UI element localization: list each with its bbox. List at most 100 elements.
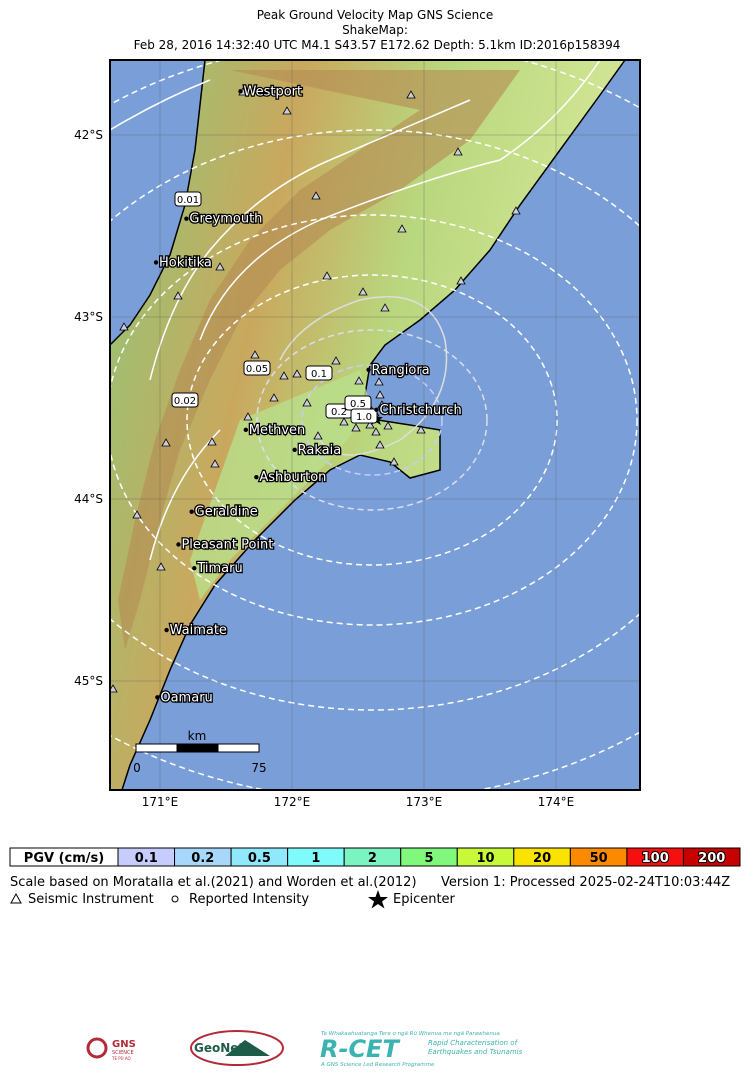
geonet-text: GeoNet <box>194 1041 244 1055</box>
city-marker <box>366 367 371 372</box>
plains <box>190 370 372 600</box>
station <box>250 350 260 359</box>
city-label: Pleasant Point <box>181 538 273 553</box>
scale-seg <box>135 743 178 753</box>
legend-cell-label: 20 <box>533 851 551 866</box>
legend-cell-label: 10 <box>476 851 494 866</box>
station <box>331 356 341 365</box>
legend-cell-label: 200 <box>698 851 725 866</box>
city-label: Rakaia <box>298 443 342 458</box>
legend: PGV (cm/s) 0.1 0.2 0.5 1 2 5 10 20 50 100 200 <box>9 847 741 867</box>
city-marker <box>164 627 169 633</box>
city-label: Christchurch <box>379 403 461 418</box>
scale-start: 0 <box>133 761 141 775</box>
contour-label-text: 0.2 <box>331 407 347 418</box>
city-marker <box>292 447 297 453</box>
station <box>313 431 323 440</box>
station <box>119 322 129 331</box>
note-intensity: Reported Intensity <box>189 892 309 907</box>
note-scale: Scale based on Moratalla et al.(2021) an… <box>10 875 417 890</box>
city-marker <box>254 474 259 480</box>
x-tick-label: 174°E <box>538 795 575 809</box>
note-instrument: Seismic Instrument <box>28 892 154 907</box>
city-label: Greymouth <box>189 212 262 227</box>
y-tick-label: 44°S <box>74 492 103 506</box>
station <box>156 562 166 571</box>
contour-label: 0.5 <box>344 395 372 411</box>
station <box>322 271 332 280</box>
contour-label-box <box>174 191 202 207</box>
contour-label-text: 0.5 <box>350 399 366 410</box>
contour-label-box <box>350 408 378 424</box>
city-label: Timaru <box>196 561 242 576</box>
station <box>375 440 385 449</box>
logo-gns: GNS SCIENCE TE PŪ AO <box>86 1037 136 1061</box>
city-label: Westport <box>244 84 303 99</box>
station <box>511 206 521 215</box>
map-frame <box>109 59 641 791</box>
instrument-symbol <box>10 892 22 904</box>
legend-cell-label: 1 <box>311 851 320 866</box>
legend-cell-label: 0.2 <box>191 851 214 866</box>
contour-label-box <box>243 360 271 376</box>
legend-cell-label: 50 <box>590 851 608 866</box>
city-label: Hokitika <box>159 255 212 270</box>
station <box>371 427 381 436</box>
station <box>279 371 289 380</box>
event-info: Feb 28, 2016 14:32:40 UTC M4.1 S43.57 E1… <box>134 38 621 52</box>
station <box>377 400 387 409</box>
station <box>215 262 225 271</box>
station <box>358 287 368 296</box>
city-marker <box>189 509 194 514</box>
contour-label-text: 0.01 <box>177 195 199 206</box>
note-version: Version 1: Processed 2025-02-24T10:03:44… <box>441 875 730 890</box>
city-marker <box>238 89 243 94</box>
station <box>339 417 349 426</box>
contour-label: 1.0 <box>350 408 378 424</box>
scale-seg <box>176 743 219 753</box>
city-marker <box>155 695 160 700</box>
station <box>292 369 302 378</box>
contour-label-text: 1.0 <box>356 412 372 423</box>
station <box>354 376 364 385</box>
city-marker <box>243 427 248 433</box>
station <box>453 147 463 156</box>
scale-seg <box>217 743 260 753</box>
contour-label-text: 0.02 <box>174 396 196 407</box>
gns-icon <box>86 1037 108 1059</box>
legend-cell-label: 5 <box>424 851 433 866</box>
scale-end: 75 <box>251 761 266 775</box>
city-marker <box>374 407 379 413</box>
epicenter-symbol <box>368 890 388 909</box>
station <box>210 459 220 468</box>
rcet-line2: Earthquakes and Tsunamis <box>428 1048 523 1056</box>
legend-cell <box>682 847 741 867</box>
contour-label-box <box>171 392 199 408</box>
legend-title: PGV (cm/s) <box>24 851 104 866</box>
legend-cell-label: 0.1 <box>135 851 158 866</box>
rcet-line1: Rapid Characterisation of <box>428 1039 519 1047</box>
geonet-ring <box>190 1030 284 1066</box>
scale-unit: km <box>188 729 207 743</box>
rcet-top: Te Whakaahuatanga Tere o ngā Rū Whenua m… <box>321 1031 500 1037</box>
station <box>243 412 253 421</box>
station <box>351 423 361 432</box>
contour-label-box <box>305 365 333 381</box>
station <box>456 276 466 285</box>
city-marker <box>176 542 181 547</box>
city-label: Oamaru <box>160 690 212 705</box>
gns-sub: SCIENCE <box>112 1050 134 1056</box>
intensity-symbol <box>171 895 179 903</box>
contours <box>110 60 640 790</box>
station <box>374 377 384 386</box>
geonet-mountain <box>225 1040 270 1056</box>
gns-text: GNS <box>112 1039 136 1050</box>
contour-label: 0.05 <box>243 360 271 376</box>
legend-cell-label: 2 <box>368 851 377 866</box>
station <box>416 425 426 434</box>
city-marker <box>192 565 197 571</box>
y-tick-label: 42°S <box>74 128 103 142</box>
city-label: Rangiora <box>372 363 430 378</box>
station <box>406 90 416 99</box>
contour-label: 0.02 <box>171 392 199 408</box>
